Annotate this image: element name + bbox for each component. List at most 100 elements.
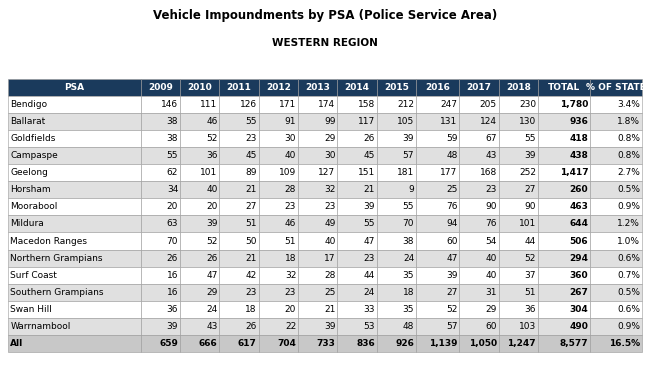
Text: 45: 45 bbox=[246, 151, 257, 160]
Text: 36: 36 bbox=[206, 151, 218, 160]
Text: 63: 63 bbox=[166, 220, 178, 228]
Text: 39: 39 bbox=[324, 322, 335, 331]
Text: 490: 490 bbox=[569, 322, 588, 331]
Text: 51: 51 bbox=[285, 236, 296, 246]
Text: 38: 38 bbox=[166, 134, 178, 143]
Text: 177: 177 bbox=[440, 168, 458, 177]
Text: 0.6%: 0.6% bbox=[618, 254, 640, 263]
Text: 57: 57 bbox=[446, 322, 458, 331]
Text: 926: 926 bbox=[395, 339, 414, 348]
Text: 29: 29 bbox=[486, 305, 497, 314]
Text: 44: 44 bbox=[363, 271, 375, 280]
Text: 2012: 2012 bbox=[266, 83, 291, 92]
Text: 205: 205 bbox=[480, 100, 497, 109]
Text: 76: 76 bbox=[446, 202, 458, 211]
Text: 131: 131 bbox=[440, 117, 458, 126]
Text: 18: 18 bbox=[285, 254, 296, 263]
Text: 24: 24 bbox=[206, 305, 218, 314]
Text: 30: 30 bbox=[285, 134, 296, 143]
Text: 2014: 2014 bbox=[344, 83, 370, 92]
Text: Campaspe: Campaspe bbox=[10, 151, 58, 160]
Text: 26: 26 bbox=[206, 254, 218, 263]
Text: 130: 130 bbox=[519, 117, 536, 126]
Text: 16: 16 bbox=[166, 288, 178, 297]
Text: 70: 70 bbox=[402, 220, 414, 228]
Text: 55: 55 bbox=[245, 117, 257, 126]
Text: 37: 37 bbox=[525, 271, 536, 280]
Text: 46: 46 bbox=[285, 220, 296, 228]
Text: 704: 704 bbox=[278, 339, 296, 348]
Text: 39: 39 bbox=[363, 202, 375, 211]
Text: Southern Grampians: Southern Grampians bbox=[10, 288, 104, 297]
Text: Swan Hill: Swan Hill bbox=[10, 305, 52, 314]
Text: 21: 21 bbox=[324, 305, 335, 314]
Text: Horsham: Horsham bbox=[10, 185, 51, 194]
Text: 0.6%: 0.6% bbox=[618, 305, 640, 314]
Text: 2016: 2016 bbox=[425, 83, 450, 92]
Text: 0.5%: 0.5% bbox=[618, 185, 640, 194]
Text: 23: 23 bbox=[363, 254, 375, 263]
Text: 23: 23 bbox=[285, 288, 296, 297]
Text: 126: 126 bbox=[240, 100, 257, 109]
Text: 20: 20 bbox=[206, 202, 218, 211]
Text: 40: 40 bbox=[324, 236, 335, 246]
Text: 111: 111 bbox=[200, 100, 218, 109]
Text: Bendigo: Bendigo bbox=[10, 100, 47, 109]
Text: 8,577: 8,577 bbox=[560, 339, 588, 348]
Text: 17: 17 bbox=[324, 254, 335, 263]
Text: 89: 89 bbox=[245, 168, 257, 177]
Text: 294: 294 bbox=[569, 254, 588, 263]
Text: 117: 117 bbox=[358, 117, 375, 126]
Text: 1.2%: 1.2% bbox=[618, 220, 640, 228]
Text: 27: 27 bbox=[525, 185, 536, 194]
Text: 43: 43 bbox=[486, 151, 497, 160]
Text: 49: 49 bbox=[324, 220, 335, 228]
Text: 76: 76 bbox=[486, 220, 497, 228]
Text: 36: 36 bbox=[525, 305, 536, 314]
Text: 174: 174 bbox=[318, 100, 335, 109]
Text: 52: 52 bbox=[525, 254, 536, 263]
Text: 47: 47 bbox=[446, 254, 458, 263]
Text: 0.9%: 0.9% bbox=[618, 322, 640, 331]
Text: 101: 101 bbox=[519, 220, 536, 228]
Text: 47: 47 bbox=[206, 271, 218, 280]
Text: 267: 267 bbox=[569, 288, 588, 297]
Text: Ballarat: Ballarat bbox=[10, 117, 46, 126]
Text: Northern Grampians: Northern Grampians bbox=[10, 254, 103, 263]
Text: 16.5%: 16.5% bbox=[609, 339, 640, 348]
Text: 0.5%: 0.5% bbox=[618, 288, 640, 297]
Text: 38: 38 bbox=[166, 117, 178, 126]
Text: 20: 20 bbox=[285, 305, 296, 314]
Text: 2017: 2017 bbox=[467, 83, 491, 92]
Text: 30: 30 bbox=[324, 151, 335, 160]
Text: 55: 55 bbox=[363, 220, 375, 228]
Text: Geelong: Geelong bbox=[10, 168, 48, 177]
Text: 247: 247 bbox=[441, 100, 458, 109]
Text: 158: 158 bbox=[358, 100, 375, 109]
Text: 46: 46 bbox=[206, 117, 218, 126]
Text: 55: 55 bbox=[402, 202, 414, 211]
Text: 936: 936 bbox=[569, 117, 588, 126]
Text: 18: 18 bbox=[245, 305, 257, 314]
Text: Warrnambool: Warrnambool bbox=[10, 322, 71, 331]
Text: 55: 55 bbox=[525, 134, 536, 143]
Text: 18: 18 bbox=[402, 288, 414, 297]
Text: 36: 36 bbox=[166, 305, 178, 314]
Text: 1,050: 1,050 bbox=[469, 339, 497, 348]
Text: 55: 55 bbox=[166, 151, 178, 160]
Text: 62: 62 bbox=[167, 168, 178, 177]
Text: 105: 105 bbox=[397, 117, 414, 126]
Text: 124: 124 bbox=[480, 117, 497, 126]
Text: Goldfields: Goldfields bbox=[10, 134, 56, 143]
Text: 27: 27 bbox=[246, 202, 257, 211]
Text: 181: 181 bbox=[397, 168, 414, 177]
Text: 57: 57 bbox=[402, 151, 414, 160]
Text: 252: 252 bbox=[519, 168, 536, 177]
Text: 644: 644 bbox=[569, 220, 588, 228]
Text: 2010: 2010 bbox=[187, 83, 212, 92]
Text: 2018: 2018 bbox=[506, 83, 531, 92]
Text: 26: 26 bbox=[246, 322, 257, 331]
Text: 39: 39 bbox=[525, 151, 536, 160]
Text: 2015: 2015 bbox=[384, 83, 409, 92]
Text: 21: 21 bbox=[363, 185, 375, 194]
